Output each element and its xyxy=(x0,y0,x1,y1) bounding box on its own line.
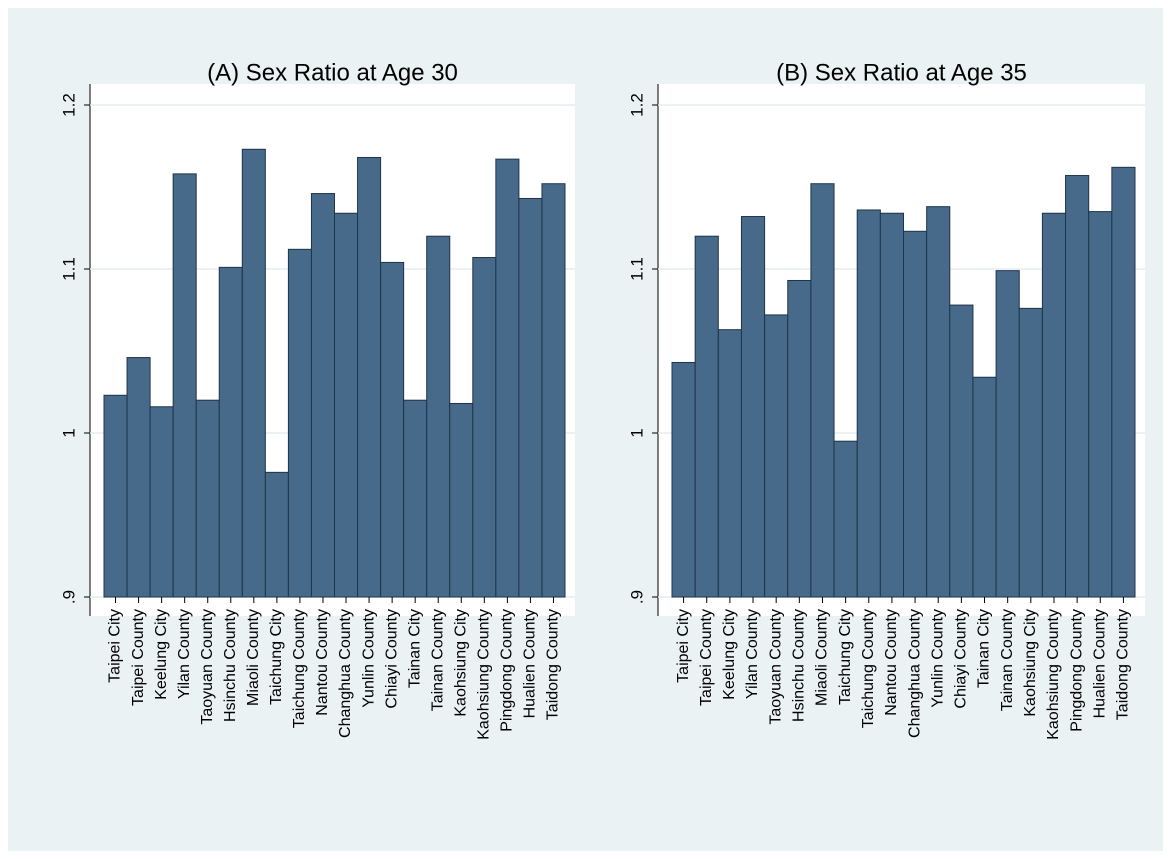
x-tick-label: Taipei County xyxy=(130,609,147,706)
bar xyxy=(764,314,789,598)
x-tick-label: Nantou County xyxy=(314,609,331,716)
y-tick-label: 1.2 xyxy=(59,93,78,117)
y-tick-label: .9 xyxy=(59,590,78,604)
x-tick-label: Yunlin County xyxy=(360,609,377,708)
x-tick-label: Taipei City xyxy=(675,609,692,683)
x-tick-label: Kaohsiung County xyxy=(476,609,493,740)
x-tick-label: Kaohsiung County xyxy=(1045,609,1062,740)
x-tick-label: Taidong County xyxy=(1115,609,1132,720)
x-tick-label: Tainan City xyxy=(406,609,423,688)
x-tick-label: Hsinchu County xyxy=(791,609,808,722)
bar xyxy=(426,235,451,598)
chart-panel: (A) Sex Ratio at Age 30 .9 1 1.1 1.2 Taipei C… xyxy=(59,59,575,740)
bar xyxy=(717,329,742,598)
x-tick-label: Changhua County xyxy=(906,609,923,738)
bar xyxy=(149,406,174,598)
bar xyxy=(856,209,881,598)
x-tick-label: Keelung City xyxy=(721,609,738,700)
bar xyxy=(949,304,974,598)
bar xyxy=(1088,211,1113,598)
bar xyxy=(1018,307,1043,598)
bar xyxy=(449,402,474,598)
bar xyxy=(287,248,312,598)
bar xyxy=(1111,166,1136,598)
y-tick-label: 1.1 xyxy=(59,257,78,281)
x-tick-label: Tainan City xyxy=(976,609,993,688)
x-tick-label: Taipei County xyxy=(698,609,715,706)
x-tick-label: Pingdong County xyxy=(499,609,516,732)
bar xyxy=(241,148,266,598)
x-tick-label: Taipei City xyxy=(107,609,124,683)
bar xyxy=(334,212,359,598)
x-tick-label: Hsinchu County xyxy=(222,609,239,722)
x-tick-label: Nantou County xyxy=(883,609,900,716)
y-tick-label: 1 xyxy=(59,428,78,437)
y-tick-label: 1.2 xyxy=(627,93,646,117)
bar xyxy=(787,279,812,598)
x-tick-label: Yilan County xyxy=(744,609,761,699)
x-tick-label: Taoyuan County xyxy=(767,609,784,725)
bar xyxy=(541,183,566,598)
x-tick-label: Changhua County xyxy=(337,609,354,738)
bar xyxy=(403,399,428,598)
bar xyxy=(879,212,904,598)
x-tick-label: Taichung City xyxy=(837,609,854,705)
chart-title: (B) Sex Ratio at Age 35 xyxy=(776,59,1027,86)
bar xyxy=(1065,175,1090,598)
bar xyxy=(671,361,696,598)
x-tick-label: Keelung City xyxy=(153,609,170,700)
x-tick-label: Chiayi County xyxy=(383,609,400,709)
x-tick-label: Taichung County xyxy=(291,609,308,728)
x-tick-label: Hualien County xyxy=(522,609,539,718)
bar xyxy=(926,206,951,598)
x-tick-label: Pingdong County xyxy=(1068,609,1085,732)
chart-panel: (B) Sex Ratio at Age 35 .9 1 1.1 1.2 Taipei C… xyxy=(627,59,1145,740)
bar xyxy=(810,183,835,598)
bar xyxy=(310,193,336,598)
x-tick-label: Hualien County xyxy=(1091,609,1108,718)
bar xyxy=(126,357,151,598)
bar xyxy=(995,270,1020,598)
y-tick-label: 1 xyxy=(627,428,646,437)
bar xyxy=(518,197,543,598)
x-tick-label: Tainan County xyxy=(999,609,1016,711)
x-tick-label: Chiayi County xyxy=(953,609,970,709)
x-tick-label: Taichung County xyxy=(860,609,877,728)
x-tick-label: Miaoli County xyxy=(245,609,262,706)
bar xyxy=(264,471,289,598)
bar xyxy=(833,440,858,598)
bar xyxy=(357,156,382,598)
x-tick-label: Taidong County xyxy=(545,609,562,720)
bar xyxy=(972,376,997,598)
bar xyxy=(495,158,520,598)
x-tick-label: Kaohsiung City xyxy=(452,609,469,717)
bar xyxy=(903,230,928,598)
bar xyxy=(1041,212,1067,598)
bar xyxy=(472,257,497,598)
x-tick-label: Kaohsiung City xyxy=(1022,609,1039,717)
bar xyxy=(195,399,220,598)
bar xyxy=(380,261,405,598)
chart-title: (A) Sex Ratio at Age 30 xyxy=(207,59,458,86)
bar xyxy=(740,216,766,598)
x-tick-label: Yunlin County xyxy=(929,609,946,708)
bar xyxy=(103,394,128,598)
y-tick-label: 1.1 xyxy=(627,257,646,281)
x-tick-label: Tainan County xyxy=(429,609,446,711)
bar xyxy=(172,173,197,598)
x-tick-label: Miaoli County xyxy=(814,609,831,706)
x-tick-label: Taichung City xyxy=(268,609,285,705)
x-tick-label: Taoyuan County xyxy=(199,609,216,725)
y-tick-label: .9 xyxy=(627,590,646,604)
bar xyxy=(694,235,719,598)
bar xyxy=(218,266,243,598)
x-tick-label: Yilan County xyxy=(176,609,193,699)
